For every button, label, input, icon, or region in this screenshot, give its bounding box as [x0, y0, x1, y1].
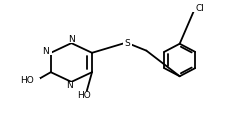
- FancyBboxPatch shape: [40, 48, 51, 55]
- FancyBboxPatch shape: [64, 82, 75, 88]
- Text: N: N: [68, 36, 75, 44]
- Text: HO: HO: [78, 91, 91, 100]
- FancyBboxPatch shape: [72, 92, 97, 99]
- FancyBboxPatch shape: [65, 37, 77, 43]
- Text: S: S: [124, 39, 130, 48]
- Text: N: N: [66, 81, 73, 90]
- FancyBboxPatch shape: [189, 6, 211, 12]
- FancyBboxPatch shape: [15, 78, 40, 84]
- Text: HO: HO: [20, 76, 34, 85]
- FancyBboxPatch shape: [123, 40, 132, 46]
- Text: Cl: Cl: [195, 4, 204, 13]
- Text: N: N: [42, 47, 49, 56]
